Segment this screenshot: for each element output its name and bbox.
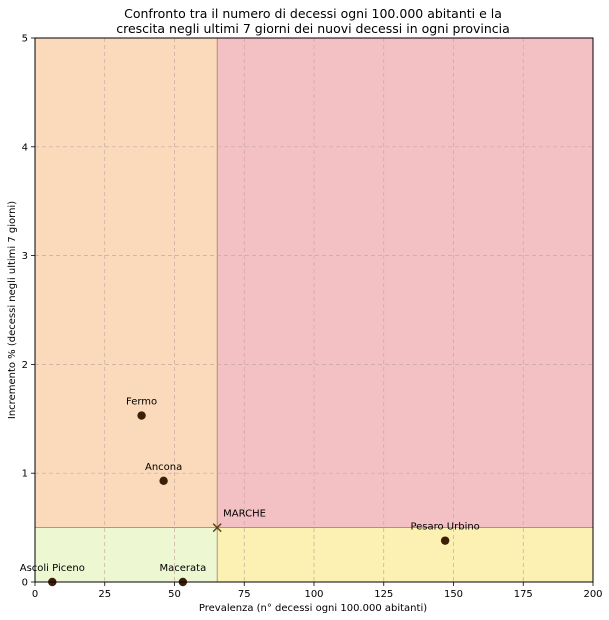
x-tick-label: 75 xyxy=(238,589,251,600)
x-tick-label: 0 xyxy=(32,589,38,600)
x-axis-label: Prevalenza (n° decessi ogni 100.000 abit… xyxy=(199,603,427,614)
quadrant-bottom-left xyxy=(35,527,218,582)
y-tick-label: 1 xyxy=(22,469,28,480)
x-tick-label: 50 xyxy=(168,589,181,600)
data-points: Fermo Ancona Pesaro Urbino Ascoli Piceno Mac… xyxy=(20,397,480,587)
quadrant-top-right xyxy=(217,38,593,528)
y-tick-label: 5 xyxy=(22,34,28,45)
x-tick-label: 25 xyxy=(98,589,111,600)
data-point xyxy=(137,411,146,420)
x-axis-ticks: 0 25 50 75 100 125 150 175 200 xyxy=(32,582,603,600)
x-tick-label: 175 xyxy=(514,589,533,600)
x-tick-label: 100 xyxy=(304,589,323,600)
data-point-label: Macerata xyxy=(160,563,207,574)
y-tick-label: 3 xyxy=(22,251,28,262)
y-axis-label: Incremento % (decessi negli ultimi 7 gio… xyxy=(7,201,18,419)
quadrant-backgrounds xyxy=(35,38,593,582)
reference-marker xyxy=(212,523,222,533)
x-tick-label: 200 xyxy=(583,589,602,600)
data-point xyxy=(159,476,168,486)
quadrant-bottom-right xyxy=(217,527,593,582)
x-tick-label: 150 xyxy=(444,589,463,600)
chart-subtitle: crescita negli ultimi 7 giorni dei nuovi… xyxy=(116,21,510,36)
quadrant-top-left xyxy=(35,38,218,528)
y-tick-label: 0 xyxy=(22,578,28,589)
data-point xyxy=(440,536,450,545)
x-tick-label: 125 xyxy=(374,589,393,600)
y-tick-label: 2 xyxy=(22,360,28,371)
reference-label: MARCHE xyxy=(223,509,266,520)
data-point-label: Ascoli Piceno xyxy=(20,563,85,574)
chart-title: Confronto tra il numero di decessi ogni … xyxy=(124,6,502,21)
reference-marker-stroke xyxy=(212,523,222,533)
data-point-label: Pesaro Urbino xyxy=(410,522,479,533)
y-tick-label: 4 xyxy=(22,142,28,153)
data-point-label: Ancona xyxy=(145,462,182,473)
data-point-label: Fermo xyxy=(126,397,157,408)
y-axis-ticks: 0 1 2 3 4 5 xyxy=(22,34,35,589)
